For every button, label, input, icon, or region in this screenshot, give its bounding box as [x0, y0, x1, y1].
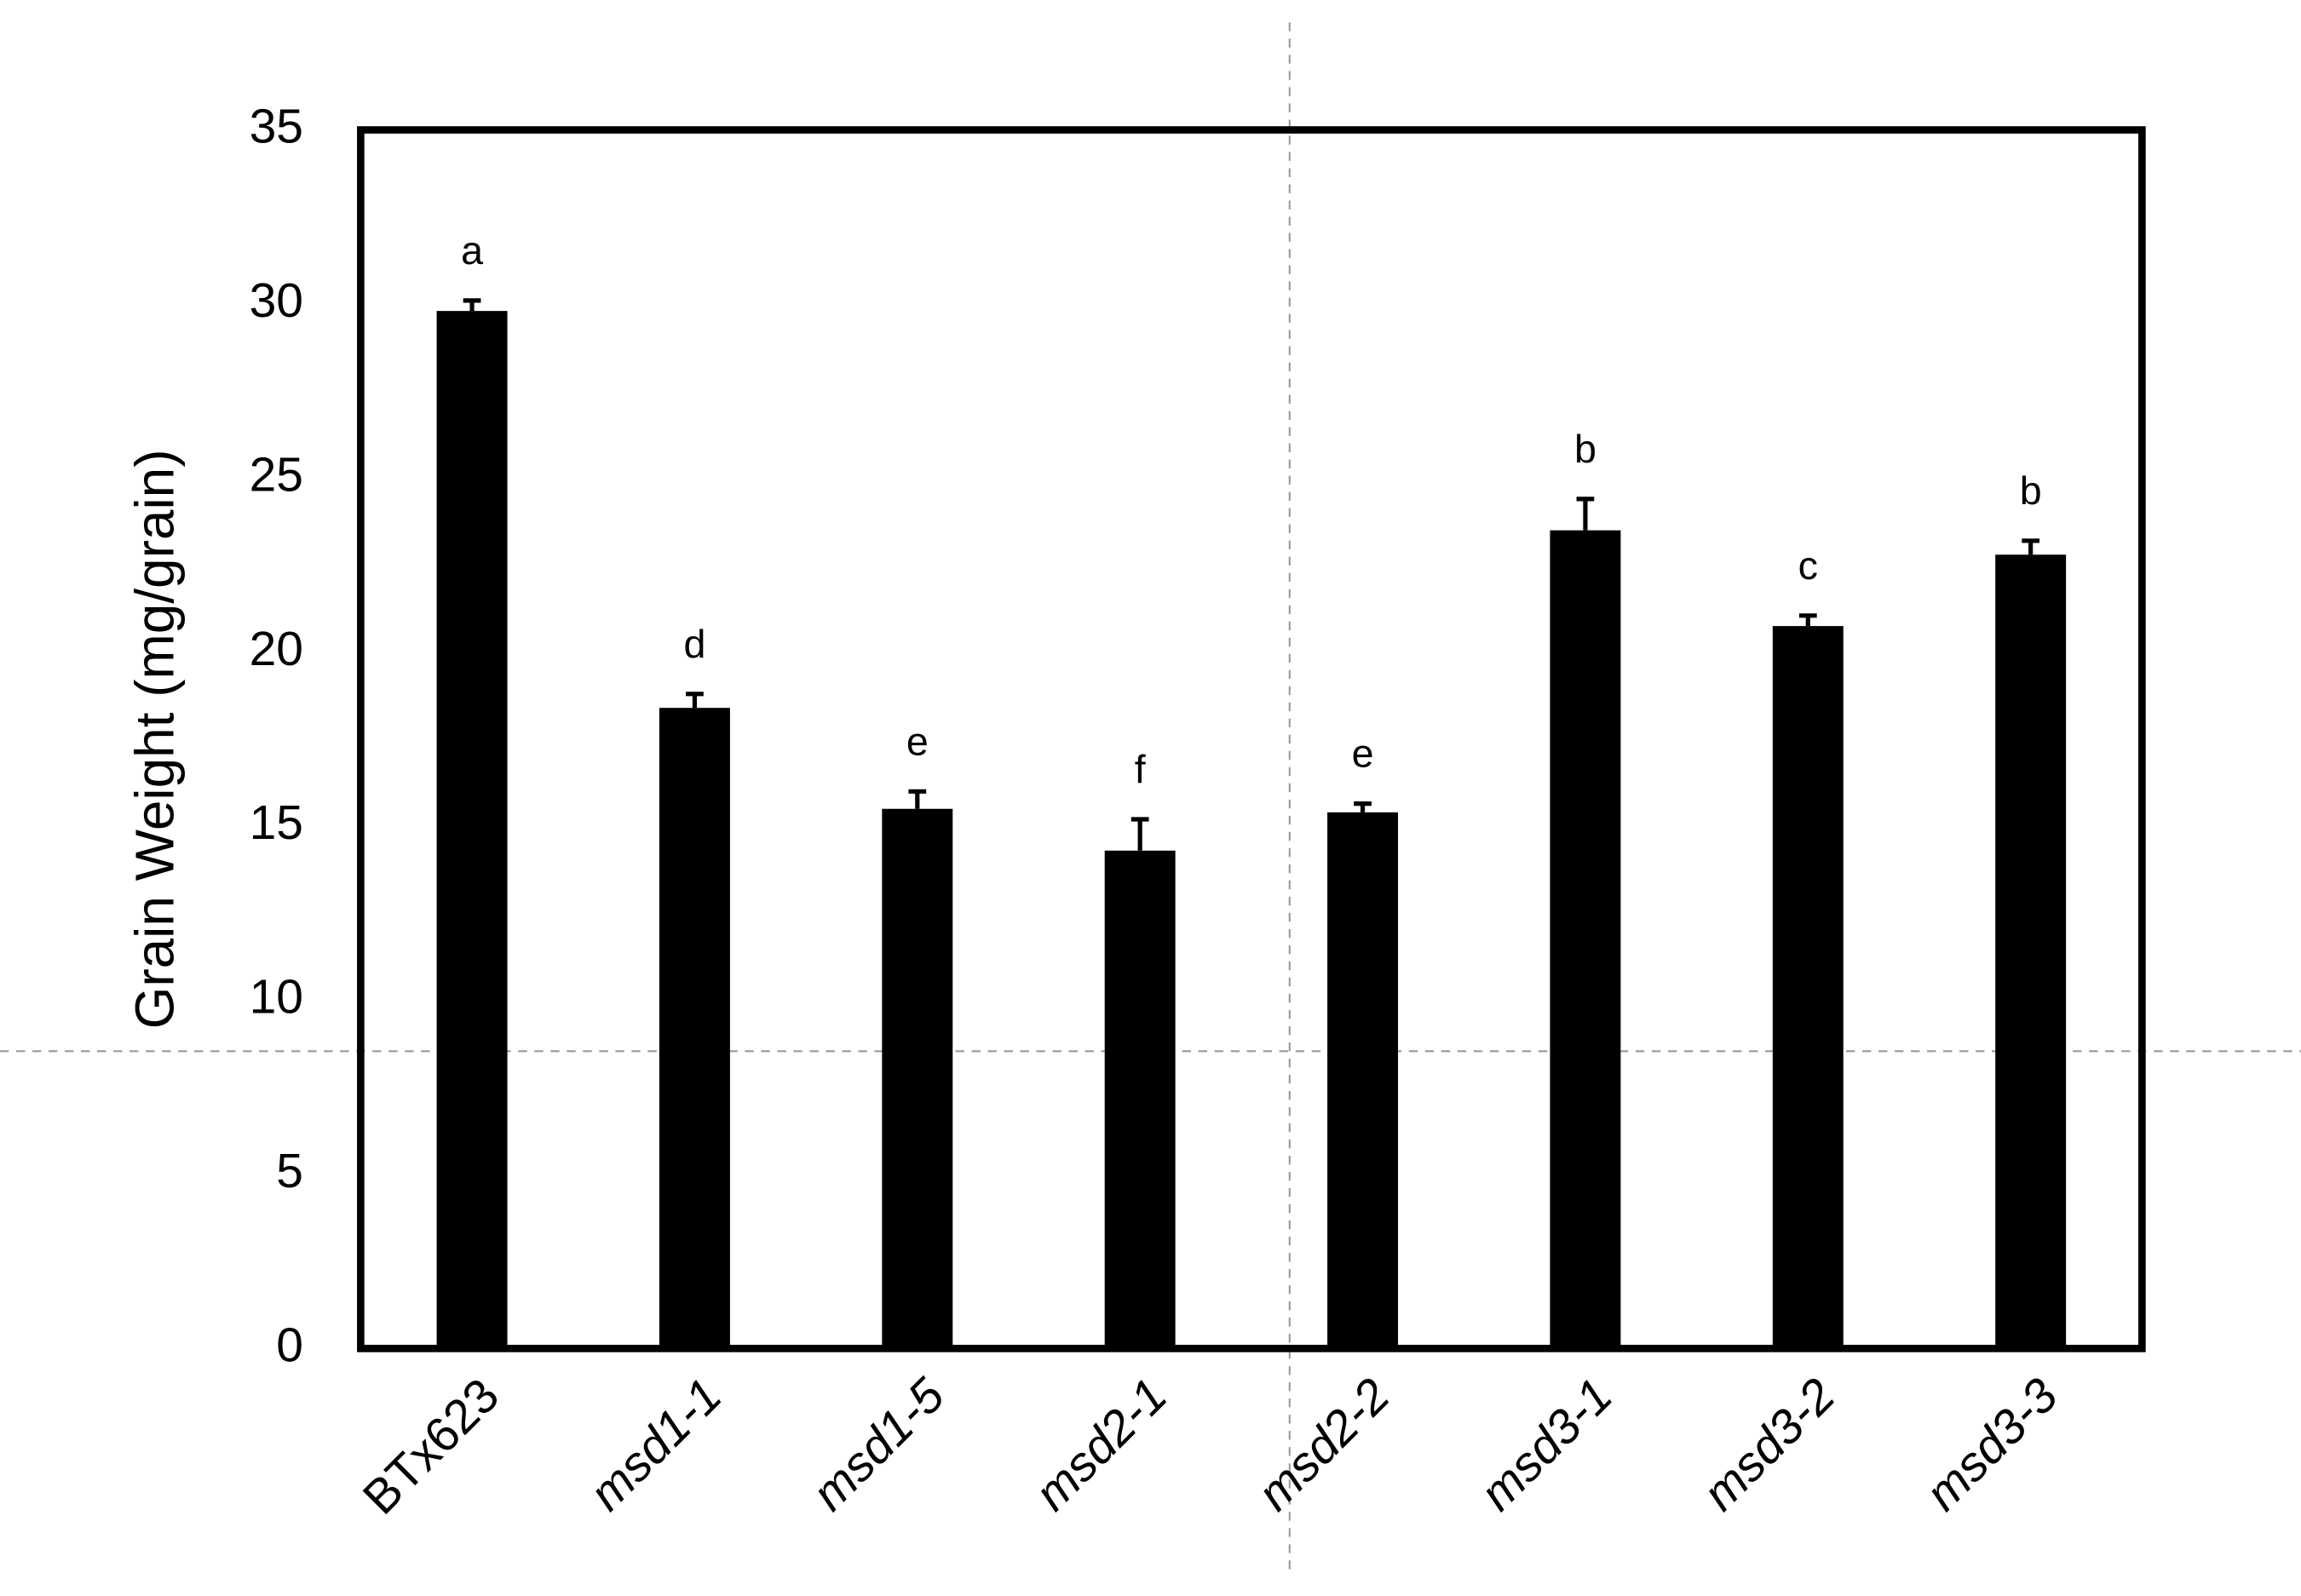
- significance-letter: e: [1352, 732, 1374, 776]
- y-tick-label: 20: [250, 622, 303, 676]
- x-tick-label: msd3-3: [1915, 1368, 2068, 1521]
- significance-letter: d: [683, 622, 705, 666]
- x-tick-label: msd2-1: [1025, 1368, 1178, 1521]
- significance-letter: b: [1574, 427, 1596, 471]
- error-bar: [1798, 613, 1817, 627]
- significance-letter: c: [1798, 543, 1818, 588]
- y-tick-label: 25: [250, 447, 303, 502]
- bar: [1104, 850, 1176, 1349]
- x-tick-label: msd3-2: [1693, 1368, 1846, 1521]
- y-tick-label: 5: [276, 1144, 303, 1198]
- bar: [1995, 554, 2067, 1349]
- error-bar: [686, 692, 704, 709]
- error-bar: [463, 298, 481, 312]
- error-bar: [908, 789, 927, 809]
- significance-letter: f: [1135, 747, 1147, 791]
- significance-letter: e: [906, 719, 929, 763]
- x-tick-label: msd3-1: [1470, 1368, 1623, 1521]
- plot-frame: [357, 126, 2146, 1352]
- y-tick-label: 35: [250, 100, 303, 154]
- bar: [659, 708, 730, 1349]
- bar: [436, 311, 508, 1349]
- x-tick-label: BTx623: [353, 1368, 509, 1524]
- y-tick-label: 0: [276, 1318, 303, 1372]
- error-bar: [1130, 817, 1149, 851]
- x-tick-label: msd1-1: [579, 1368, 733, 1521]
- error-bar: [2022, 538, 2040, 555]
- bar: [1772, 626, 1844, 1349]
- y-tick-label: 30: [250, 273, 303, 328]
- significance-letter: a: [461, 228, 483, 273]
- y-axis-title: Grain Weight (mg/grain): [124, 450, 186, 1030]
- bar: [882, 808, 953, 1349]
- bar: [1550, 530, 1621, 1349]
- x-tick-label: msd2-2: [1247, 1368, 1401, 1521]
- y-tick-label: 15: [250, 795, 303, 850]
- y-tick-label: 10: [250, 970, 303, 1025]
- error-bar: [1576, 497, 1595, 531]
- bar: [1327, 812, 1399, 1349]
- error-bar: [1354, 801, 1372, 812]
- x-tick-label: msd1-5: [802, 1368, 955, 1521]
- significance-letter: b: [2020, 468, 2042, 513]
